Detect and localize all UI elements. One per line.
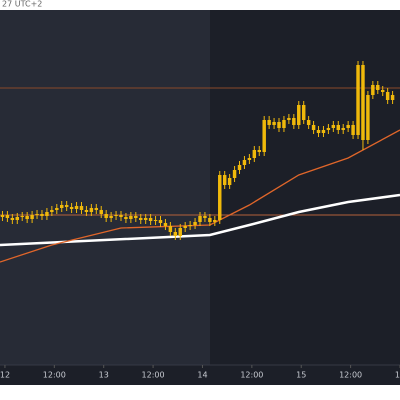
candle-body bbox=[297, 105, 301, 125]
candle-body bbox=[45, 212, 49, 216]
candle-body bbox=[376, 85, 380, 90]
candle-body bbox=[361, 65, 365, 140]
moving-average bbox=[0, 129, 400, 263]
candle-body bbox=[148, 218, 153, 221]
candle-body bbox=[158, 220, 163, 223]
candle-body bbox=[10, 218, 15, 220]
candle-body bbox=[341, 128, 345, 130]
candle-body bbox=[292, 118, 296, 125]
candle-body bbox=[55, 208, 59, 210]
candle-body bbox=[99, 210, 103, 214]
candle-body bbox=[331, 125, 336, 128]
candle-body bbox=[336, 125, 340, 130]
candle-body bbox=[213, 220, 217, 222]
candle-body bbox=[64, 205, 69, 207]
x-tick-label: 16 bbox=[395, 371, 400, 380]
candle-body bbox=[35, 214, 39, 215]
candle-body bbox=[306, 120, 311, 125]
x-tick-label: 12:00 bbox=[240, 371, 263, 380]
candle-body bbox=[287, 118, 291, 120]
candle-body bbox=[84, 210, 89, 212]
x-tick-label: 12:00 bbox=[43, 371, 66, 380]
candle-body bbox=[267, 120, 271, 125]
candle-body bbox=[257, 150, 261, 152]
candle-body bbox=[20, 216, 24, 217]
candle-body bbox=[109, 216, 113, 218]
candle-body bbox=[60, 205, 64, 208]
candle-body bbox=[380, 90, 385, 92]
candle-body bbox=[5, 215, 10, 218]
candle-body bbox=[50, 210, 54, 212]
candle-body bbox=[134, 216, 138, 218]
candle-body bbox=[15, 217, 20, 220]
candle-body bbox=[153, 220, 158, 221]
candle-body bbox=[208, 218, 212, 222]
candle-body bbox=[252, 150, 257, 158]
candle-body bbox=[371, 85, 375, 95]
candle-body bbox=[351, 125, 355, 135]
candle-body bbox=[163, 223, 168, 226]
candle-body bbox=[356, 65, 360, 135]
candle-body bbox=[143, 218, 148, 220]
x-tick-label: 12 bbox=[0, 371, 10, 380]
candle-body bbox=[129, 216, 133, 219]
candle-body bbox=[94, 208, 99, 210]
candle-body bbox=[262, 120, 266, 152]
candle-body bbox=[321, 130, 326, 133]
candle-body bbox=[311, 125, 316, 130]
candle-body bbox=[247, 158, 252, 160]
x-tick-label: 12:00 bbox=[339, 371, 362, 380]
candle-body bbox=[119, 215, 123, 217]
candle-body bbox=[69, 207, 74, 209]
x-tick-label: 13 bbox=[99, 371, 109, 380]
timezone-label: 27 UTC+2 bbox=[2, 0, 42, 9]
session-panel bbox=[0, 10, 210, 365]
candle-body bbox=[222, 175, 227, 185]
candle-body bbox=[385, 92, 390, 100]
candle-body bbox=[232, 170, 237, 178]
candle-body bbox=[89, 208, 94, 212]
candle-body bbox=[277, 122, 281, 128]
candle-body bbox=[366, 95, 370, 140]
candle-body bbox=[178, 228, 182, 236]
candle-body bbox=[0, 215, 5, 217]
candle-body bbox=[188, 225, 192, 226]
candle-body bbox=[30, 215, 34, 219]
candle-body bbox=[390, 95, 395, 100]
candle-body bbox=[25, 216, 29, 219]
candle-body bbox=[74, 206, 79, 209]
candle-body bbox=[124, 217, 128, 219]
candle-body bbox=[237, 165, 242, 170]
candle-body bbox=[193, 222, 197, 225]
candle-body bbox=[282, 120, 286, 128]
candle-body bbox=[316, 130, 321, 133]
candle-body bbox=[301, 105, 306, 120]
candle-body bbox=[183, 226, 187, 228]
candle-body bbox=[40, 214, 44, 216]
candle-body bbox=[104, 214, 108, 218]
candle-body bbox=[139, 218, 143, 220]
candle-body bbox=[203, 216, 207, 218]
candle-body bbox=[242, 160, 247, 165]
candle-body bbox=[79, 206, 84, 210]
candle-body bbox=[218, 175, 222, 220]
candle-body bbox=[198, 216, 202, 222]
candle-body bbox=[173, 232, 178, 236]
candle-body bbox=[326, 128, 331, 130]
candle-body bbox=[227, 178, 232, 185]
candle-body bbox=[168, 226, 173, 232]
candle-body bbox=[346, 125, 350, 128]
candle-body bbox=[114, 215, 118, 216]
x-tick-label: 12:00 bbox=[142, 371, 165, 380]
x-tick-label: 15 bbox=[296, 371, 306, 380]
candle-body bbox=[272, 122, 276, 125]
x-tick-label: 14 bbox=[197, 371, 207, 380]
